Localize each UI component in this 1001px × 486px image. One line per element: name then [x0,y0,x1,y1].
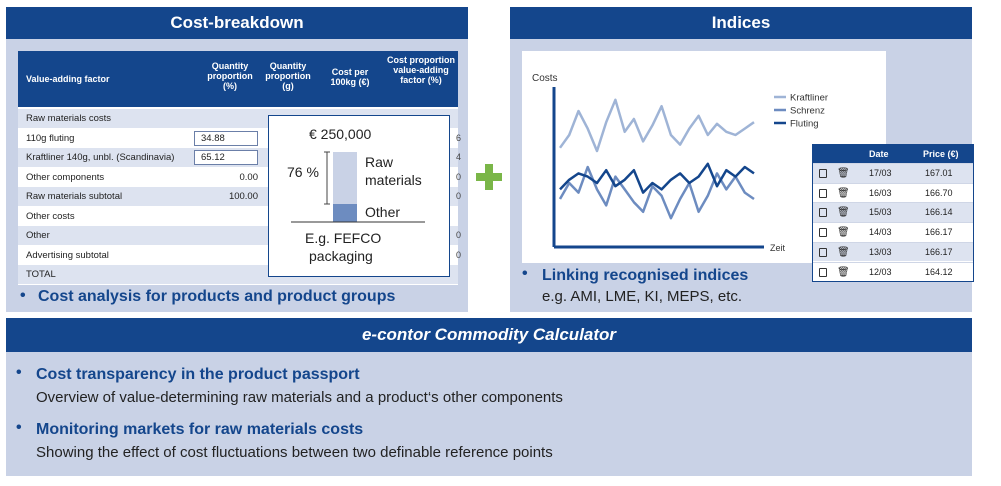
cost-breakdown-title: Cost-breakdown [6,7,468,39]
price-date: 13/03 [869,246,892,257]
cost-table-row: Advertising subtotal 0 [18,246,462,265]
raw-materials-bar [333,152,357,204]
cost-row-cut-value: 0 [456,230,462,240]
cost-bullet-dot: • [20,287,26,304]
popup-raw-label-2: materials [365,172,422,188]
cost-row-label: 110g fluting [26,132,75,144]
col-value-adding-factor: Value-adding factor [26,74,110,84]
legend-label: Schrenz [790,106,825,117]
trash-icon[interactable]: 🗑 [837,207,850,219]
popup-other-label: Other [365,204,401,220]
legend-label: Fluting [790,119,819,130]
cost-row-cut-value: 6 [456,132,462,143]
cost-row-value: 0.00 [239,171,259,183]
cost-row-label: Raw materials costs [26,113,111,124]
price-date: 16/03 [869,187,892,198]
col-cost-proportion: Cost proportion value-adding factor (%) [387,55,455,85]
cost-row-label: Other [26,230,50,241]
price-value: 166.17 [925,227,953,238]
price-table-row: 🗑 14/03 166.17 [813,222,973,242]
cost-row-value: 100.00 [228,191,258,202]
popup-amount: € 250,000 [309,126,372,142]
trash-icon[interactable]: 🗑 [837,266,850,278]
cost-row-cut-value: 0 [456,171,462,182]
col-quantity-pct: Quantity proportion (%) [207,61,253,91]
price-date: 15/03 [869,207,892,218]
price-date: 14/03 [869,227,892,238]
popup-example-1: E.g. FEFCO [305,230,382,246]
price-table-row: 🗑 13/03 166.17 [813,241,973,262]
calculator-panel: e-contor Commodity Calculator • Cost tra… [6,318,972,476]
price-value: 164.12 [925,266,953,277]
cost-popup: € 250,000 76 % Raw materials Other E.g. … [268,115,450,277]
indices-bullet-text: Linking recognised indices [542,267,749,284]
col-quantity-g: Quantity proportion (g) [265,61,311,91]
price-table-header: Date Price (€) [813,145,973,163]
col-price: Price (€) [923,149,959,159]
edit-icon[interactable] [819,169,827,178]
cost-row-label: Other costs [26,210,75,222]
cost-row-cut-value: 0 [456,191,462,201]
edit-icon[interactable] [819,208,827,218]
price-table-row: 🗑 15/03 166.14 [813,202,973,222]
popup-raw-label-1: Raw [365,154,394,170]
price-date: 12/03 [869,266,892,277]
plus-icon [476,164,502,190]
cost-row-label: Raw materials subtotal [26,191,123,202]
calc-item-1-head: Cost transparency in the product passpor… [36,366,360,383]
price-date: 17/03 [869,168,892,178]
price-table-row: 🗑 16/03 166.70 [813,182,973,203]
cost-row-label: TOTAL [26,269,56,280]
trash-icon[interactable]: 🗑 [837,246,850,258]
price-value: 166.17 [925,246,953,257]
cost-row-cut-value: 4 [456,152,462,162]
x-axis-label: Zeit [770,243,786,253]
quantity-input[interactable]: 65.12 [194,150,258,165]
cost-table-header: Value-adding factor Quantity proportion … [18,51,458,107]
cost-row-label: Advertising subtotal [26,249,109,261]
cost-row-cut-value: 0 [456,249,462,260]
calculator-title: e-contor Commodity Calculator [6,318,972,352]
cost-row-label: Kraftliner 140g, unbl. (Scandinavia) [26,152,175,163]
y-axis-label: Costs [532,73,558,84]
cost-row-label: Other components [26,171,105,183]
quantity-input[interactable]: 34.88 [194,130,258,146]
edit-icon[interactable] [819,228,827,238]
price-table: Date Price (€) 🗑 17/03 167.01 🗑 16/03 166.70 🗑… [812,144,974,282]
indices-title: Indices [510,7,972,39]
edit-icon[interactable] [819,188,827,198]
trash-icon[interactable]: 🗑 [837,187,850,199]
cost-bullet-text: Cost analysis for products and product g… [38,288,396,305]
series-line-kraftliner [558,98,755,153]
col-cost-per-100kg: Cost per 100kg (€) [330,67,370,87]
popup-example-2: packaging [309,248,373,264]
popup-percent: 76 % [287,164,319,180]
trash-icon[interactable]: 🗑 [837,227,850,239]
calc-item-2-sub: Showing the effect of cost fluctuations … [36,444,553,461]
series-line-schrenz [558,165,755,220]
price-value: 166.70 [925,187,953,198]
price-table-row: 🗑 17/03 167.01 [813,163,973,183]
indices-bullet-sub: e.g. AMI, LME, KI, MEPS, etc. [542,288,743,305]
series-line-fluting [559,162,755,194]
price-table-row: 🗑 12/03 164.12 [813,261,973,282]
cost-table-row: Other components 0.00 0 [18,168,462,187]
legend-label: Kraftliner [790,93,828,104]
cost-table-row: Other costs [18,207,458,226]
calc-bullet-dot-2: • [16,419,22,436]
calc-bullet-dot-1: • [16,364,22,381]
popup-bar-graphic [291,151,425,223]
cost-table-row: 110g fluting 34.88 6 [18,129,462,148]
calc-item-2-head: Monitoring markets for raw materials cos… [36,421,364,438]
edit-icon[interactable] [819,247,827,257]
cost-breakdown-panel: Cost-breakdown Value-adding factor Quant… [6,7,468,312]
price-value: 167.01 [925,168,953,178]
price-value: 166.14 [925,207,953,218]
calc-item-1-sub: Overview of value-determining raw materi… [36,389,563,406]
edit-icon[interactable] [819,267,827,277]
trash-icon[interactable]: 🗑 [837,168,850,179]
other-bar [333,204,357,222]
col-date: Date [869,149,889,159]
indices-bullet-dot: • [522,265,528,282]
